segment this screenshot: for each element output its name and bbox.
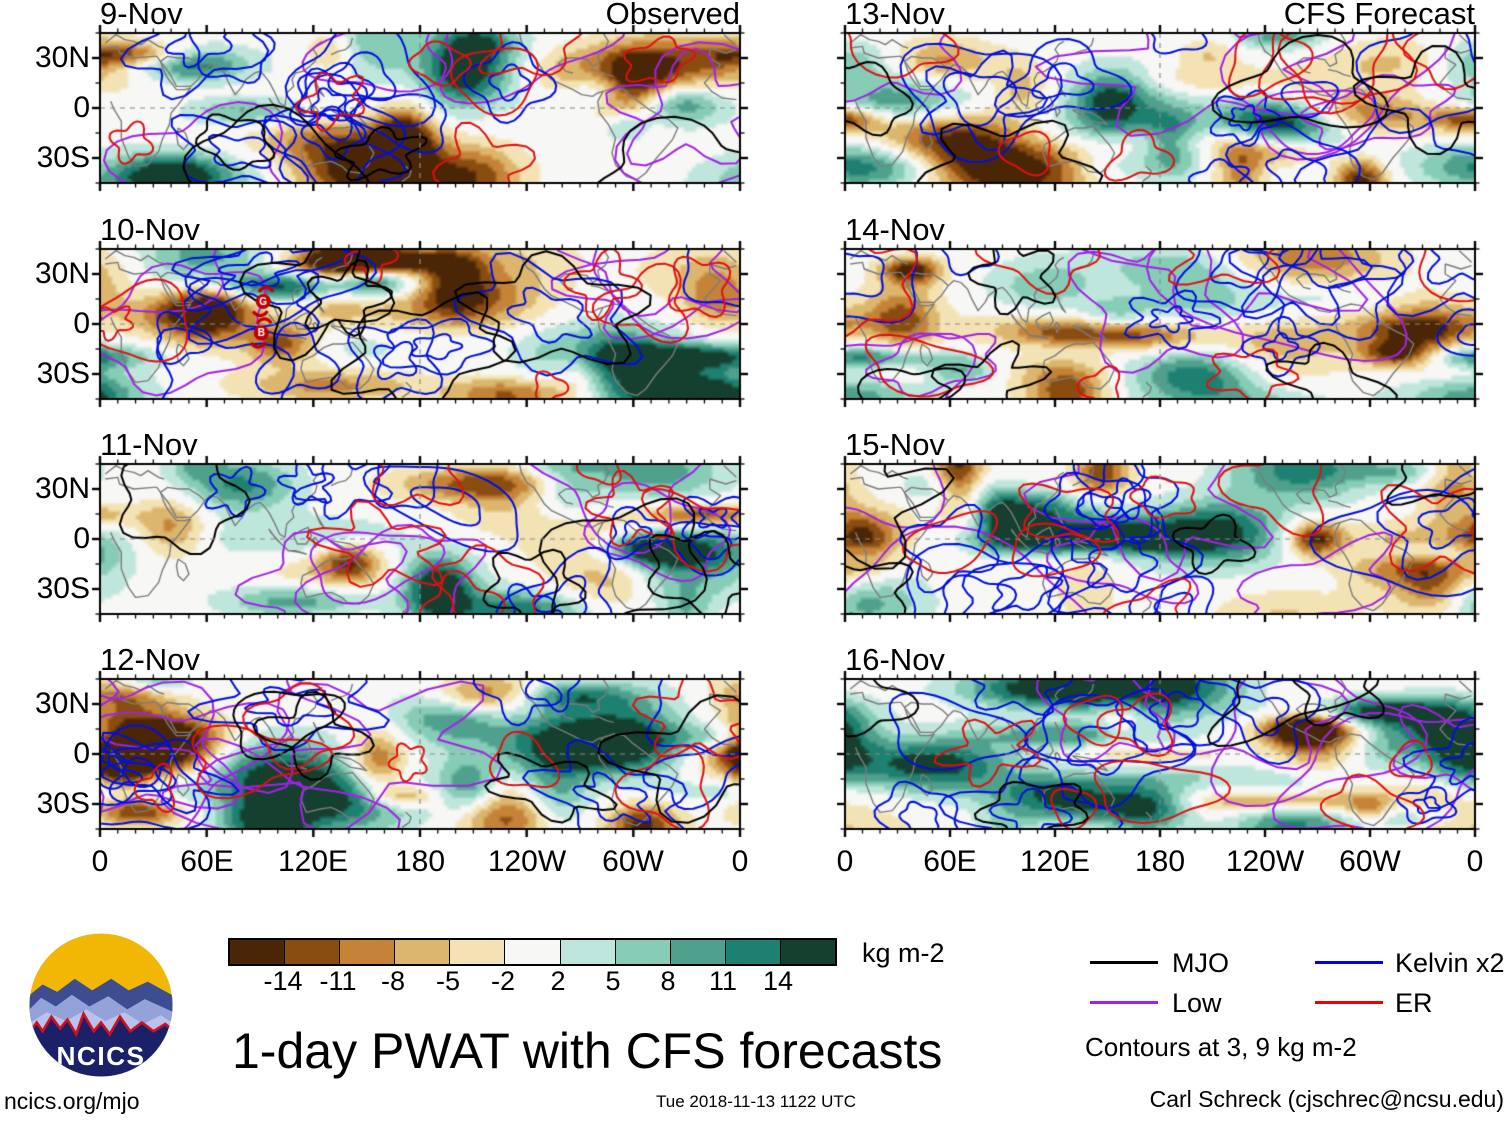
- footer-credit: Carl Schreck (cjschrec@ncsu.edu): [1149, 1086, 1504, 1112]
- colorbar-cell: [340, 940, 396, 964]
- map-panel-13nov: 13-Nov CFS Forecast: [835, 0, 1485, 193]
- x-tick-label: 120E: [1019, 845, 1091, 878]
- y-tick-label-30n: 30N: [34, 257, 90, 290]
- colorbar-tick: 5: [605, 966, 621, 996]
- x-tick-label: 120E: [277, 845, 349, 878]
- y-tick-label-30n: 30N: [34, 687, 90, 720]
- colorbar-tick: -14: [263, 966, 303, 996]
- y-tick-label-eq: 0: [73, 522, 90, 555]
- colorbar-cell: [725, 940, 781, 964]
- map-panel-canvas: [835, 454, 1485, 624]
- legend-line-mjo: [1090, 961, 1158, 964]
- legend-contours-note: Contours at 3, 9 kg m-2: [1085, 1032, 1357, 1062]
- map-panel-canvas: [90, 454, 750, 624]
- map-panel-canvas: [90, 669, 750, 839]
- colorbar-cell: [505, 940, 561, 964]
- colorbar-cell: [780, 940, 836, 964]
- y-tick-label-eq: 0: [73, 307, 90, 340]
- map-panel-10nov: 10-Nov 30N 0 30S: [35, 212, 750, 409]
- y-tick-label-30n: 30N: [34, 41, 90, 74]
- x-tick-label: 180: [1134, 845, 1186, 878]
- ncics-logo-text: NCICS: [56, 1041, 145, 1071]
- map-panel-canvas: [90, 239, 750, 409]
- colorbar-tick: 14: [762, 966, 794, 996]
- map-panel-canvas: [835, 239, 1485, 409]
- map-panel-15nov: 15-Nov: [835, 427, 1485, 624]
- legend-label-er: ER: [1395, 988, 1433, 1018]
- colorbar-cell: [395, 940, 451, 964]
- colorbar-tick: 8: [660, 966, 676, 996]
- legend-line-kelvin: [1315, 961, 1383, 964]
- x-tick-label: 60E: [923, 845, 977, 878]
- y-tick-label-30s: 30S: [36, 572, 90, 605]
- x-tick-label: 120W: [487, 845, 567, 878]
- colorbar-cell: [285, 940, 341, 964]
- colorbar-cell: [230, 940, 286, 964]
- x-tick-label: 0: [91, 845, 109, 878]
- ncics-logo: NCICS: [29, 933, 173, 1077]
- x-tick-label: 0: [836, 845, 854, 878]
- footer-timestamp: Tue 2018-11-13 1122 UTC: [655, 1092, 857, 1111]
- legend-line-er: [1315, 1001, 1383, 1004]
- y-tick-label-30s: 30S: [36, 141, 90, 174]
- legend-label-low: Low: [1172, 988, 1222, 1018]
- x-tick-label: 0: [731, 845, 749, 878]
- map-panel-11nov: 11-Nov 30N 0 30S: [35, 427, 750, 624]
- colorbar-tick: -2: [490, 966, 515, 996]
- colorbar-cell: [560, 940, 616, 964]
- y-tick-label-30n: 30N: [34, 472, 90, 505]
- x-tick-label: 120W: [1225, 845, 1305, 878]
- colorbar-cell: [615, 940, 671, 964]
- y-tick-label-30s: 30S: [36, 357, 90, 390]
- colorbar: [228, 938, 837, 966]
- x-tick-label: 60W: [602, 845, 664, 878]
- map-panel-12nov: 12-Nov 30N 0 30S: [35, 642, 750, 839]
- map-panel-canvas: [835, 23, 1485, 193]
- colorbar-tick: -5: [435, 966, 460, 996]
- colorbar-tick: -8: [380, 966, 405, 996]
- legend-label-mjo: MJO: [1172, 948, 1229, 978]
- map-panel-14nov: 14-Nov: [835, 212, 1485, 409]
- colorbar-units-label: kg m-2: [862, 938, 945, 968]
- figure-title: 1-day PWAT with CFS forecasts: [232, 1023, 943, 1079]
- colorbar-cell: [450, 940, 506, 964]
- map-panel-16nov: 16-Nov: [835, 642, 1485, 839]
- y-tick-label-eq: 0: [73, 737, 90, 770]
- colorbar-tick: 11: [708, 966, 738, 996]
- map-panel-9nov: 9-Nov Observed 30N 0 30S: [35, 0, 750, 193]
- map-panel-canvas: [90, 23, 750, 193]
- y-tick-label-eq: 0: [73, 91, 90, 124]
- colorbar-tick: 2: [550, 966, 566, 996]
- legend-label-kelvin: Kelvin x2: [1395, 948, 1505, 978]
- x-tick-label: 180: [394, 845, 446, 878]
- y-tick-label-30s: 30S: [36, 787, 90, 820]
- map-panel-canvas: [835, 669, 1485, 839]
- legend-line-low: [1090, 1001, 1158, 1004]
- x-tick-label: 60E: [180, 845, 234, 878]
- colorbar-tick: -11: [319, 966, 357, 996]
- x-tick-label: 60W: [1339, 845, 1401, 878]
- footer-site-url: ncics.org/mjo: [4, 1088, 140, 1114]
- colorbar-cell: [670, 940, 726, 964]
- x-tick-label: 0: [1466, 845, 1484, 878]
